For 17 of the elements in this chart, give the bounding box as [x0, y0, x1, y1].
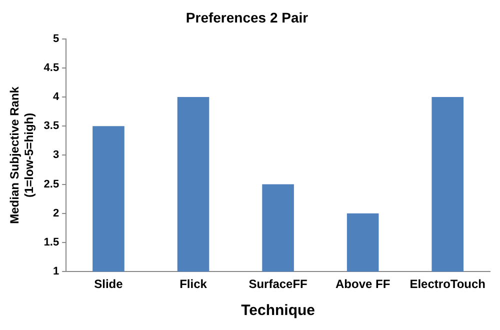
x-tick-label: Flick	[180, 277, 208, 292]
y-tick-label: 1	[52, 266, 60, 278]
y-tick-label: 3.5	[44, 120, 60, 132]
y-tick-label: 4.5	[44, 62, 60, 74]
x-tick-label: SurfaceFF	[248, 277, 308, 292]
y-axis-title: Median Subjective Rank (1=low-5=high)	[8, 86, 36, 224]
y-tick-label: 2.5	[44, 178, 60, 190]
y-tick-label: 3	[52, 149, 60, 162]
chart-title: Preferences 2 Pair	[186, 9, 309, 26]
y-tick-label: 5	[52, 32, 60, 45]
x-axis-title: Technique	[241, 302, 315, 320]
y-tick-label: 4	[52, 91, 60, 104]
y-tick-label: 2	[52, 207, 60, 220]
x-tick-label: Above FF	[335, 277, 390, 292]
x-tick-label: Slide	[94, 277, 124, 292]
x-tick-label: ElectroTouch	[410, 277, 486, 292]
y-tick-label: 1.5	[44, 236, 60, 249]
